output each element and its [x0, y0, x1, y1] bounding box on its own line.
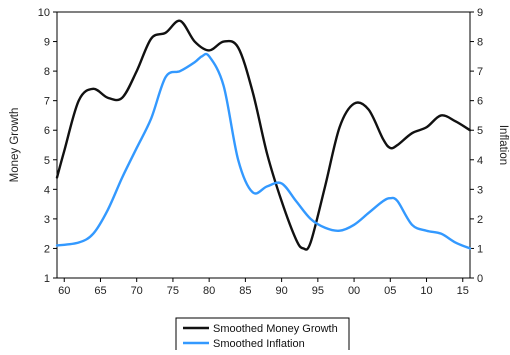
- left-axis-title: Money Growth: [9, 108, 21, 183]
- right-tick-label: 8: [477, 37, 483, 49]
- legend-label-money-growth: Smoothed Money Growth: [213, 323, 338, 335]
- right-tick-label: 2: [477, 214, 483, 226]
- left-tick-label: 7: [44, 96, 50, 108]
- x-tick-label: 80: [203, 285, 215, 297]
- right-tick-label: 5: [477, 125, 483, 137]
- series-line-smoothed-money-growth: [55, 19, 472, 251]
- legend-box: [175, 317, 350, 353]
- left-tick-label: 8: [44, 66, 50, 78]
- left-tick-label: 1: [44, 273, 50, 285]
- x-tick-label: 95: [312, 285, 324, 297]
- legend-label-inflation: Smoothed Inflation: [213, 338, 305, 350]
- series-lines: [55, 19, 472, 251]
- left-tick-label: 3: [44, 214, 50, 226]
- right-tick-label: 0: [477, 273, 483, 285]
- left-tick-label: 4: [44, 184, 50, 196]
- right-axis: 0 1 2 3 4 5 6 7 8 9: [470, 7, 483, 285]
- right-tick-label: 1: [477, 243, 483, 255]
- x-tick-label: 75: [167, 285, 179, 297]
- plot-frame: [56, 11, 471, 279]
- x-tick-label: 65: [94, 285, 106, 297]
- x-tick-label: 00: [348, 285, 360, 297]
- x-tick-label: 15: [457, 285, 469, 297]
- x-tick-label: 85: [239, 285, 251, 297]
- right-tick-label: 9: [477, 7, 483, 19]
- right-tick-label: 4: [477, 155, 483, 167]
- x-tick-label: 70: [131, 285, 143, 297]
- x-tick-label: 05: [384, 285, 396, 297]
- right-tick-label: 6: [477, 96, 483, 108]
- right-tick-label: 3: [477, 184, 483, 196]
- series-line-smoothed-inflation: [55, 52, 472, 250]
- left-tick-label: 2: [44, 243, 50, 255]
- x-tick-label: 60: [58, 285, 70, 297]
- legend: Smoothed Money Growth Smoothed Inflation: [175, 317, 350, 353]
- left-tick-label: 5: [44, 155, 50, 167]
- right-axis-title: Inflation: [497, 125, 509, 165]
- x-axis: 60 65 70 75 80 85 90 95 00 05 10 15: [58, 278, 469, 297]
- x-tick-label: 90: [275, 285, 287, 297]
- left-tick-label: 6: [44, 125, 50, 137]
- left-tick-label: 9: [44, 37, 50, 49]
- x-tick-label: 10: [420, 285, 432, 297]
- right-tick-label: 7: [477, 66, 483, 78]
- left-axis: 1 2 3 4 5 6 7 8 9 10: [38, 7, 57, 285]
- left-tick-label: 10: [38, 7, 50, 19]
